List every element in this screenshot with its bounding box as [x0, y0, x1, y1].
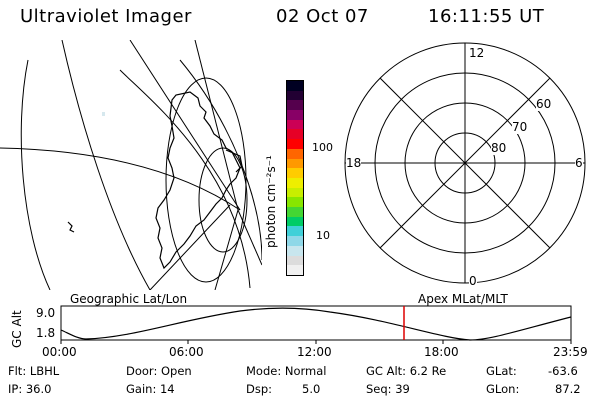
timeline-y-tick: 9.0	[36, 306, 56, 320]
colorbar-segment	[287, 216, 303, 227]
altitude-curve	[60, 307, 572, 341]
colorbar-segment	[287, 197, 303, 208]
lat-label-80: 80	[491, 141, 507, 155]
colorbar-segment	[287, 129, 303, 140]
time-label: 16:11:55 UT	[428, 6, 545, 27]
colorbar-segment	[287, 148, 303, 159]
colorbar-segment	[287, 207, 303, 217]
meridian-line	[237, 209, 262, 266]
timeline-x-tick: 12:00	[297, 345, 332, 359]
seq-status: Seq: 39	[366, 382, 410, 396]
aurora-speck	[102, 112, 105, 116]
meridian-line	[194, 40, 239, 211]
colorbar-segment	[287, 187, 303, 198]
glat-value: -63.6	[548, 364, 578, 378]
colorbar-segment	[287, 255, 303, 266]
color-scale-bar	[286, 80, 304, 276]
colorbar-segment	[287, 265, 303, 275]
meridian-line	[0, 147, 241, 211]
latitude-arc	[61, 40, 151, 290]
timeline-x-tick: 23:59	[553, 345, 588, 359]
colorbar-segment	[287, 177, 303, 188]
ip-status: IP: 36.0	[8, 382, 52, 396]
colorbar-segment	[287, 226, 303, 237]
gc-alt-status: GC Alt: 6.2 Re	[366, 364, 447, 378]
colorbar-segment	[287, 80, 303, 91]
dsp-label: Dsp:	[246, 382, 273, 396]
lat-label-70: 70	[512, 120, 528, 134]
colorbar-segment	[287, 168, 303, 178]
lat-label-60: 60	[536, 97, 552, 111]
mlt-label-right: 6	[575, 156, 583, 170]
glon-value: 87.2	[555, 382, 581, 396]
mlt-label-bottom: 0	[469, 274, 477, 288]
timeline-frame	[60, 305, 572, 341]
timeline-x-tick: 06:00	[169, 345, 204, 359]
dsp-value: 5.0	[302, 382, 321, 396]
meridian-line	[129, 40, 241, 211]
coastline	[155, 91, 241, 270]
coastline	[67, 221, 75, 233]
mode-status: Mode: Normal	[246, 364, 327, 378]
colorbar-segment	[287, 100, 303, 111]
timeline-right-label: Apex MLat/MLT	[418, 292, 508, 306]
glat-label: GLat:	[486, 364, 517, 378]
colorbar-segment	[287, 236, 303, 246]
gain-status: Gain: 14	[126, 382, 175, 396]
timeline-x-tick: 18:00	[424, 345, 459, 359]
colorbar-segment	[287, 139, 303, 149]
timeline-left-label: Geographic Lat/Lon	[70, 292, 188, 306]
colorbar-segment	[287, 90, 303, 101]
instrument-title: Ultraviolet Imager	[20, 6, 192, 27]
colorbar-segment	[287, 119, 303, 130]
colorbar-tick-label: 100	[312, 141, 333, 154]
timeline-y-tick: 1.8	[36, 326, 56, 340]
glon-label: GLon:	[486, 382, 520, 396]
timeline-x-tick: 00:00	[42, 345, 77, 359]
latitude-arc	[179, 59, 262, 261]
meridian-line	[214, 209, 239, 290]
colorbar-segment	[287, 245, 303, 256]
latitude-arc	[20, 59, 51, 290]
meridian-line	[149, 204, 231, 290]
latitude-ring	[198, 147, 248, 253]
date-label: 02 Oct 07	[276, 6, 369, 27]
mlt-label-top: 12	[469, 46, 485, 60]
colorbar-segment	[287, 158, 303, 169]
door-status: Door: Open	[126, 364, 192, 378]
coastline	[225, 149, 243, 173]
latitude-ring	[165, 77, 247, 283]
mlt-label-left: 18	[346, 156, 362, 170]
filter-status: Flt: LBHL	[8, 364, 60, 378]
latitude-arc	[119, 69, 251, 289]
colorbar-tick-label: 10	[316, 229, 330, 242]
colorbar-segment	[287, 110, 303, 120]
polar-axis-diagonal	[379, 77, 551, 249]
